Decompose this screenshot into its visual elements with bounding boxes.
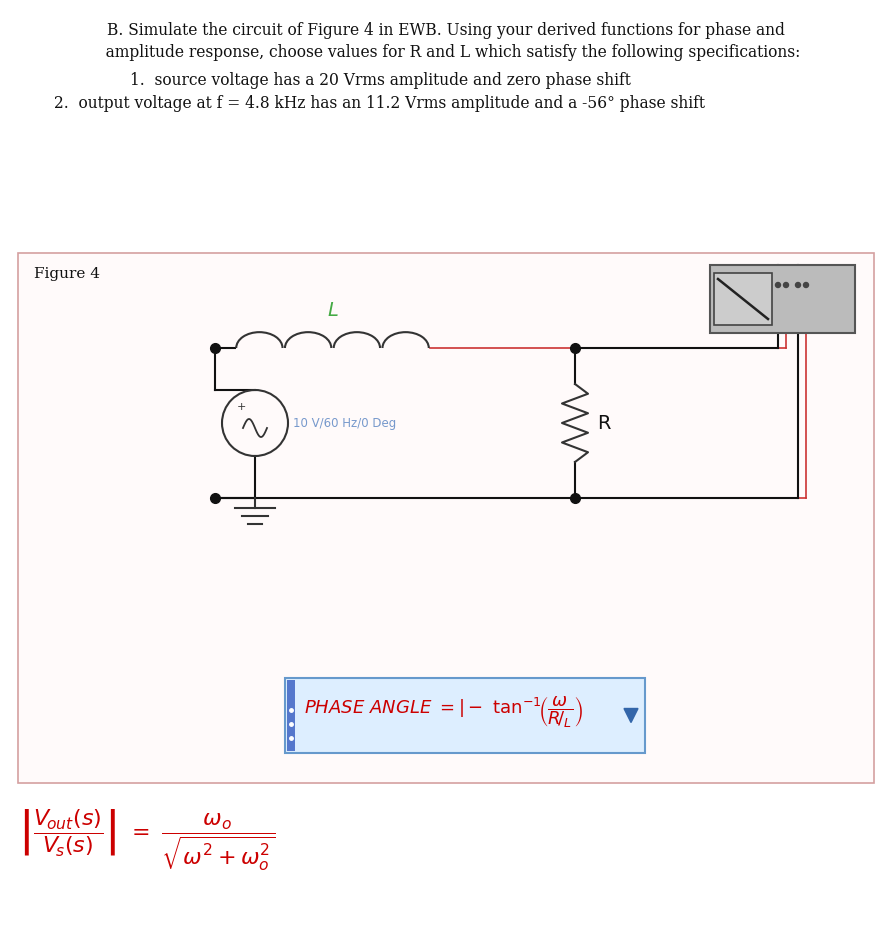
Text: 10 V/60 Hz/0 Deg: 10 V/60 Hz/0 Deg <box>293 416 396 430</box>
Text: $\mathit{PHASE\ ANGLE}\ =\vert-\ \tan^{-1}\!\!\left(\dfrac{\omega}{R\!/_{L}}\rig: $\mathit{PHASE\ ANGLE}\ =\vert-\ \tan^{-… <box>304 695 583 731</box>
Bar <box>287 680 295 751</box>
FancyBboxPatch shape <box>285 678 645 753</box>
Text: Figure 4: Figure 4 <box>34 267 100 281</box>
Circle shape <box>775 282 780 288</box>
Circle shape <box>783 282 789 288</box>
Text: L: L <box>327 301 338 320</box>
Bar <box>714 273 772 325</box>
Text: 1.  source voltage has a 20 Vrms amplitude and zero phase shift: 1. source voltage has a 20 Vrms amplitud… <box>129 72 631 89</box>
Circle shape <box>796 282 800 288</box>
Text: IN  OUT: IN OUT <box>766 271 805 281</box>
Text: B. Simulate the circuit of Figure 4 in EWB. Using your derived functions for pha: B. Simulate the circuit of Figure 4 in E… <box>107 22 785 39</box>
Polygon shape <box>624 708 638 722</box>
Text: amplitude response, choose values for R and L which satisfy the following specif: amplitude response, choose values for R … <box>91 44 801 61</box>
FancyBboxPatch shape <box>18 253 874 783</box>
Text: +: + <box>236 402 245 412</box>
Text: $\left|\dfrac{V_{\!\mathit{out}}(s)}{V_{\!s}(s)}\right|\ =\ \dfrac{\omega_o}{\sq: $\left|\dfrac{V_{\!\mathit{out}}(s)}{V_{… <box>18 808 275 873</box>
FancyBboxPatch shape <box>710 265 855 333</box>
Text: 2.  output voltage at f = 4.8 kHz has an 11.2 Vrms amplitude and a -56° phase sh: 2. output voltage at f = 4.8 kHz has an … <box>54 95 706 112</box>
Text: R: R <box>597 414 610 432</box>
Circle shape <box>804 282 808 288</box>
